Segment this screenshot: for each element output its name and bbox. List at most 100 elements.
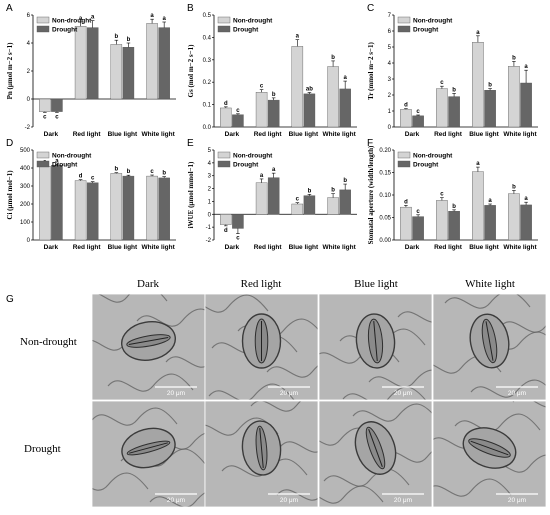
micrograph: 20 μm	[318, 400, 433, 508]
y-tick-label: 6	[27, 13, 31, 19]
legend-label: Drought	[233, 162, 259, 169]
x-tick-label: White light	[503, 131, 537, 138]
y-tick-label: 0.4	[203, 35, 212, 41]
scale-bar-label: 20 μm	[394, 497, 412, 504]
x-tick-label: Dark	[405, 244, 420, 251]
micrograph: 20 μm	[432, 293, 547, 401]
y-tick-label: 0.5	[203, 13, 212, 19]
scale-bar-label: 20 μm	[280, 390, 298, 397]
scale-bar-label: 20 μm	[508, 390, 526, 397]
bar	[267, 177, 280, 215]
significance-letter: c	[150, 169, 154, 175]
y-tick-label: 300	[20, 184, 31, 190]
row-headers: Non-drought Drought	[20, 336, 77, 455]
significance-letter: a	[343, 75, 347, 81]
y-tick-label: 0	[27, 238, 31, 244]
bar-charts: A Pn (μmol m−2 s−1) -2 0 2 4 6 c c Dark a a Red ligh…	[6, 3, 538, 251]
y-tick-label: 7	[388, 13, 392, 19]
y-tick-label: 500	[20, 148, 31, 154]
bar	[158, 177, 170, 241]
pore-slit	[485, 321, 494, 361]
chart-d: DCi (μmol mol−1)0100200300400500aaDarkdc…	[6, 138, 176, 251]
legend-label: Non-drought	[52, 153, 92, 160]
x-tick-label: White light	[323, 244, 357, 251]
y-tick-label: 0.0	[203, 125, 212, 131]
x-tick-label: Blue light	[289, 244, 319, 251]
x-tick-label: White light	[323, 131, 357, 138]
cell-wall	[107, 373, 194, 392]
x-tick-label: Dark	[225, 244, 240, 251]
bar	[232, 114, 244, 128]
bar	[220, 107, 232, 128]
x-tick-label: Dark	[405, 131, 420, 138]
legend-swatch	[36, 160, 50, 168]
cell-wall	[352, 403, 432, 422]
cell-wall	[97, 294, 168, 303]
x-tick-label: White light	[142, 244, 176, 251]
y-tick-label: 0.10	[379, 193, 391, 199]
x-tick-label: Blue light	[469, 244, 499, 251]
cell-wall	[368, 369, 432, 388]
cell-wall	[279, 441, 318, 453]
col-header-white: White light	[465, 278, 515, 290]
legend-swatch	[217, 25, 231, 33]
bar	[232, 214, 244, 229]
bar	[220, 214, 232, 225]
y-tick-label: 0.15	[379, 171, 391, 177]
micrograph-border	[204, 293, 319, 401]
legend-label: Drought	[52, 27, 78, 34]
stoma	[462, 427, 517, 469]
bar	[110, 44, 123, 100]
y-tick-label: 3	[208, 174, 212, 180]
y-tick-label: 0	[208, 212, 212, 218]
cell-wall	[470, 379, 546, 398]
cell-wall	[92, 472, 149, 491]
pore-slit	[128, 337, 169, 345]
significance-letter: b	[488, 83, 492, 89]
y-tick-label: 0.2	[203, 80, 212, 86]
bar	[327, 66, 339, 128]
significance-letter: c	[236, 108, 240, 114]
y-tick-label: 0	[388, 125, 392, 131]
significance-letter: b	[127, 37, 131, 43]
chart-a: A Pn (μmol m−2 s−1) -2 0 2 4 6 c c Dark a a Red ligh…	[6, 3, 176, 138]
panel-label: A	[6, 3, 13, 14]
x-tick-label: Blue light	[289, 131, 319, 138]
significance-letter: b	[127, 169, 131, 175]
legend-swatch	[217, 160, 231, 168]
cell-wall	[433, 478, 512, 497]
x-tick-label: Red light	[434, 244, 463, 251]
scale-bar-label: 20 μm	[508, 497, 526, 504]
significance-letter: b	[308, 188, 312, 194]
panel-label: D	[6, 138, 13, 149]
bar	[436, 200, 448, 241]
bar	[39, 98, 51, 112]
bar	[291, 203, 304, 215]
significance-letter: c	[416, 209, 420, 215]
cell-wall	[276, 489, 318, 501]
chart-c: C Tr (mmol m−2 s−1) 0 1 2 3 4 5 6 7 d c Dark c b Red li…	[367, 3, 538, 138]
micrograph-border	[432, 400, 547, 508]
bar	[122, 47, 135, 100]
significance-letter: b	[331, 188, 335, 194]
bar	[484, 205, 496, 241]
y-tick-label: 5	[388, 45, 392, 51]
legend-swatch	[397, 160, 411, 168]
bar	[508, 65, 520, 128]
panel-label: E	[187, 138, 194, 149]
micrograph-border	[432, 293, 547, 401]
scale-bar-label: 20 μm	[394, 390, 412, 397]
significance-letter: c	[91, 176, 95, 182]
y-tick-label: 4	[388, 61, 392, 67]
y-tick-label: 3	[388, 77, 392, 83]
legend-label: Non-drought	[233, 153, 273, 160]
y-tick-label: -2	[25, 125, 31, 131]
pore-slit	[129, 442, 168, 454]
bar	[158, 27, 170, 100]
panel-label: C	[367, 3, 374, 14]
significance-letter: a	[296, 34, 300, 40]
x-tick-label: Blue light	[108, 244, 138, 251]
legend-swatch	[36, 151, 50, 159]
significance-letter: d	[404, 199, 408, 205]
